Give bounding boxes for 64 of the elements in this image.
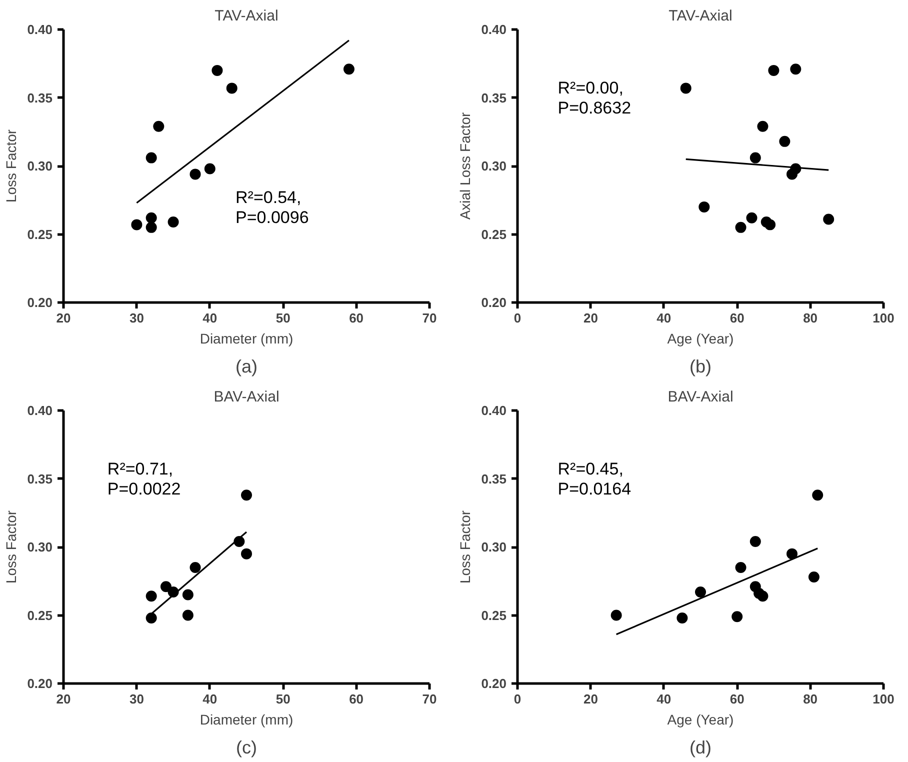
x-axis-title: Diameter (mm) xyxy=(200,330,294,346)
x-tick-label: 40 xyxy=(656,310,672,326)
x-tick-label: 50 xyxy=(276,310,290,326)
y-tick-label: 0.30 xyxy=(481,540,507,554)
x-tick-label: 100 xyxy=(872,310,894,326)
x-tick-label: 40 xyxy=(656,692,672,706)
y-tick-label: 0.25 xyxy=(481,226,507,242)
x-tick-label: 30 xyxy=(129,692,144,706)
y-tick-label: 0.40 xyxy=(27,403,53,418)
y-tick-label: 0.35 xyxy=(481,90,507,106)
y-axis-title: Axial Loss Factor xyxy=(457,112,474,220)
y-axis-title: Loss Factor xyxy=(3,510,20,584)
y-tick-label: 0.30 xyxy=(27,540,53,554)
x-tick-label: 40 xyxy=(202,692,218,706)
x-axis-title: Age (Year) xyxy=(667,712,734,728)
x-tick-label: 60 xyxy=(349,692,364,706)
x-tick-label: 0 xyxy=(514,692,522,706)
x-tick-label: 20 xyxy=(583,692,598,706)
y-tick-label: 0.30 xyxy=(481,158,507,174)
x-tick-label: 20 xyxy=(56,310,71,326)
x-tick-label: 30 xyxy=(129,310,144,326)
y-tick-label: 0.20 xyxy=(27,676,53,691)
text: (a) xyxy=(236,356,258,376)
text: (c) xyxy=(236,738,258,758)
x-tick-label: 60 xyxy=(730,310,744,326)
y-axis-title: Loss Factor xyxy=(3,129,20,203)
x-tick-label: 100 xyxy=(872,692,894,706)
x-tick-label: 70 xyxy=(422,692,437,706)
x-tick-label: 80 xyxy=(803,310,818,326)
text: (b) xyxy=(690,356,712,376)
chart-title: TAV-Axial xyxy=(214,8,278,24)
y-tick-label: 0.35 xyxy=(481,471,507,486)
x-tick-label: 70 xyxy=(422,310,437,326)
y-tick-label: 0.35 xyxy=(27,90,53,106)
y-tick-label: 0.20 xyxy=(481,295,507,310)
annotation: R²=0.71, P=0.0022 xyxy=(107,460,181,499)
text: (d) xyxy=(690,738,712,758)
x-tick-label: 60 xyxy=(730,692,744,706)
y-tick-label: 0.35 xyxy=(27,471,53,486)
y-tick-label: 0.20 xyxy=(27,295,53,310)
annotation: R²=0.54, P=0.0096 xyxy=(236,188,309,227)
chart-title: BAV-Axial xyxy=(668,388,734,406)
x-tick-label: 0 xyxy=(514,310,522,326)
y-axis-title: Loss Factor xyxy=(457,510,474,584)
y-tick-label: 0.30 xyxy=(27,158,53,174)
y-tick-label: 0.40 xyxy=(481,403,507,418)
annotation: R²=0.45, P=0.0164 xyxy=(558,460,632,499)
y-tick-label: 0.20 xyxy=(481,676,507,691)
chart-title: TAV-Axial xyxy=(668,8,732,24)
annotation: R²=0.00, P=0.8632 xyxy=(558,78,632,118)
x-tick-label: 60 xyxy=(349,310,364,326)
y-tick-label: 0.40 xyxy=(27,22,53,37)
y-tick-label: 0.25 xyxy=(27,226,53,242)
x-tick-label: 80 xyxy=(803,692,818,706)
chart-title: BAV-Axial xyxy=(214,388,280,406)
y-tick-label: 0.25 xyxy=(27,608,53,623)
x-tick-label: 20 xyxy=(583,310,598,326)
x-axis-title: Diameter (mm) xyxy=(200,712,294,728)
x-tick-label: 50 xyxy=(276,692,290,706)
x-axis-title: Age (Year) xyxy=(667,330,734,346)
x-tick-label: 40 xyxy=(202,310,218,326)
y-tick-label: 0.40 xyxy=(481,22,507,37)
y-tick-label: 0.25 xyxy=(481,608,507,623)
x-tick-label: 20 xyxy=(56,692,71,706)
